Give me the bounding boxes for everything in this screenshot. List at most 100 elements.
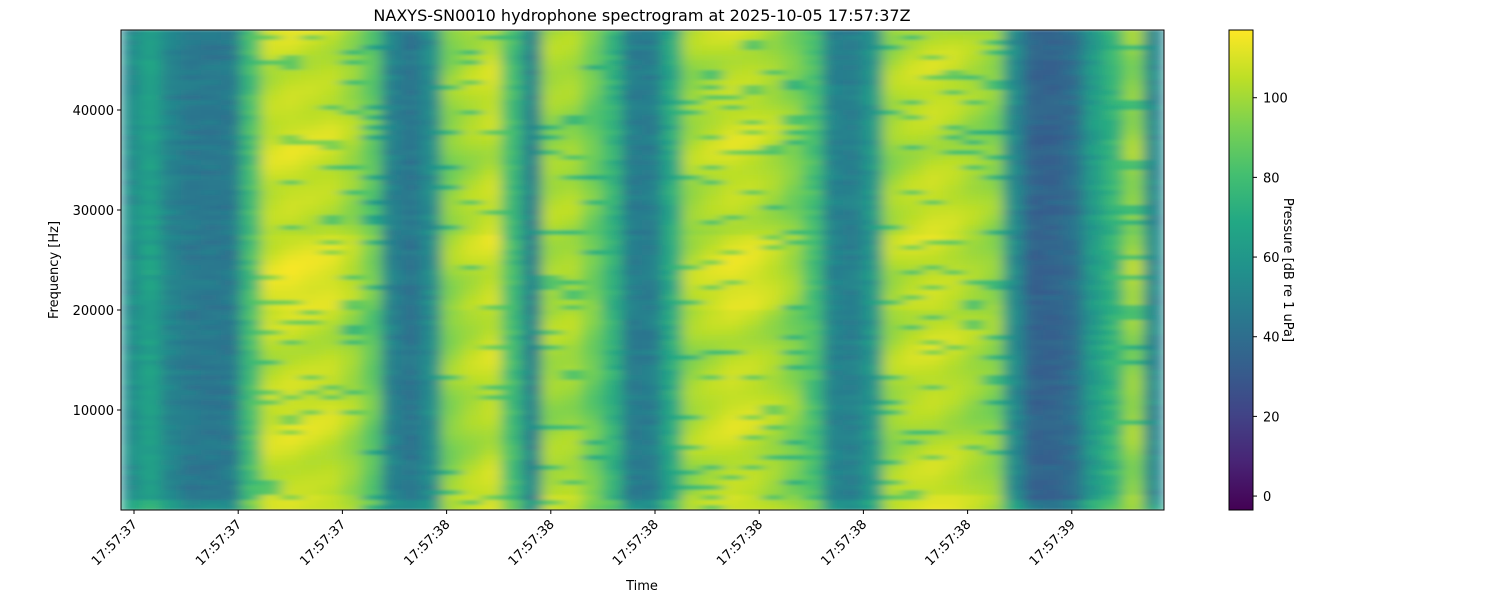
heatmap-cell: [260, 75, 282, 81]
heatmap-cell: [180, 445, 202, 451]
heatmap-cell: [541, 185, 563, 191]
heatmap-cell: [642, 415, 664, 421]
heatmap-cell: [381, 400, 403, 406]
heatmap-cell: [702, 105, 724, 111]
heatmap-cell: [842, 390, 864, 396]
heatmap-cell: [200, 125, 222, 131]
heatmap-cell: [481, 190, 503, 196]
heatmap-cell: [1043, 395, 1065, 401]
heatmap-cell: [381, 355, 403, 361]
heatmap-cell: [281, 170, 303, 176]
heatmap-cell: [782, 65, 804, 71]
heatmap-cell: [401, 400, 423, 406]
heatmap-cell: [1043, 50, 1065, 56]
heatmap-cell: [501, 470, 523, 476]
heatmap-cell: [662, 235, 684, 241]
heatmap-cell: [200, 325, 222, 331]
heatmap-cell: [361, 295, 383, 301]
heatmap-cell: [421, 405, 443, 411]
heatmap-cell: [862, 140, 884, 146]
heatmap-cell: [561, 190, 583, 196]
heatmap-cell: [862, 250, 884, 256]
heatmap-cell: [1063, 260, 1085, 266]
heatmap-cell: [862, 280, 884, 286]
heatmap-cell: [882, 400, 904, 406]
heatmap-cell: [301, 310, 323, 316]
heatmap-cell: [662, 225, 684, 231]
heatmap-cell: [1063, 205, 1085, 211]
heatmap-cell: [1123, 190, 1145, 196]
heatmap-cell: [822, 70, 844, 76]
heatmap-cell: [1123, 65, 1145, 71]
heatmap-cell: [1063, 45, 1085, 51]
heatmap-cell: [421, 95, 443, 101]
heatmap-cell: [722, 325, 744, 331]
heatmap-cell: [902, 410, 924, 416]
heatmap-cell: [1123, 260, 1145, 266]
heatmap-cell: [441, 315, 463, 321]
heatmap-cell: [180, 485, 202, 491]
heatmap-cell: [140, 480, 162, 486]
heatmap-cell: [160, 85, 182, 91]
heatmap-cell: [802, 45, 824, 51]
heatmap-cell: [501, 465, 523, 471]
heatmap-cell: [260, 130, 282, 136]
heatmap-cell: [160, 225, 182, 231]
heatmap-cell: [962, 125, 984, 131]
heatmap-cell: [942, 155, 964, 161]
heatmap-cell: [421, 30, 443, 36]
heatmap-cell: [401, 345, 423, 351]
heatmap-cell: [461, 435, 483, 441]
heatmap-cell: [160, 150, 182, 156]
heatmap-cell: [461, 205, 483, 211]
heatmap-cell: [441, 175, 463, 181]
heatmap-cell: [200, 305, 222, 311]
heatmap-cell: [361, 60, 383, 66]
heatmap-cell: [401, 490, 423, 496]
heatmap-cell: [882, 320, 904, 326]
heatmap-cell: [762, 55, 784, 61]
heatmap-cell: [561, 80, 583, 86]
heatmap-cell: [822, 35, 844, 41]
heatmap-cell: [942, 490, 964, 496]
heatmap-cell: [521, 175, 543, 181]
heatmap-cell: [461, 445, 483, 451]
heatmap-cell: [822, 40, 844, 46]
heatmap-cell: [281, 445, 303, 451]
heatmap-cell: [341, 435, 363, 441]
heatmap-cell: [822, 410, 844, 416]
heatmap-cell: [802, 450, 824, 456]
heatmap-cell: [983, 425, 1005, 431]
heatmap-cell: [521, 120, 543, 126]
heatmap-cell: [682, 145, 704, 151]
heatmap-cell: [922, 70, 944, 76]
heatmap-cell: [441, 335, 463, 341]
heatmap-cell: [281, 120, 303, 126]
heatmap-cell: [1043, 485, 1065, 491]
heatmap-cell: [140, 50, 162, 56]
heatmap-cell: [581, 285, 603, 291]
heatmap-cell: [581, 175, 603, 181]
heatmap-cell: [1123, 470, 1145, 476]
heatmap-cell: [240, 370, 262, 376]
heatmap-cell: [240, 475, 262, 481]
heatmap-cell: [461, 360, 483, 366]
heatmap-cell: [1083, 205, 1105, 211]
heatmap-cell: [461, 320, 483, 326]
heatmap-cell: [521, 395, 543, 401]
heatmap-cell: [882, 315, 904, 321]
heatmap-cell: [321, 270, 343, 276]
heatmap-cell: [341, 325, 363, 331]
heatmap-cell: [742, 60, 764, 66]
heatmap-cell: [983, 230, 1005, 236]
heatmap-cell: [220, 310, 242, 316]
heatmap-cell: [642, 150, 664, 156]
heatmap-cell: [180, 170, 202, 176]
heatmap-cell: [842, 290, 864, 296]
heatmap-cell: [1083, 440, 1105, 446]
heatmap-cell: [461, 380, 483, 386]
heatmap-cell: [902, 320, 924, 326]
heatmap-cell: [1143, 115, 1164, 121]
heatmap-cell: [762, 100, 784, 106]
heatmap-cell: [200, 175, 222, 181]
